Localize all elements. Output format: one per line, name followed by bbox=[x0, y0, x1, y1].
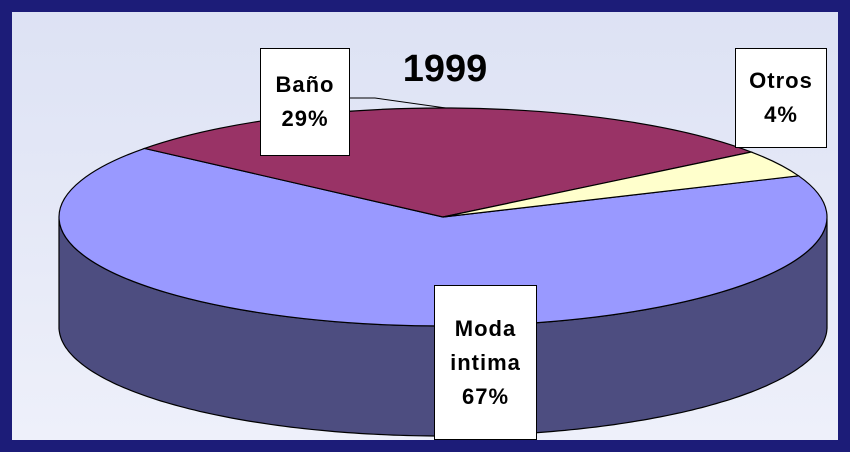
label-category: Moda intima bbox=[450, 315, 521, 375]
chart-title: 1999 bbox=[402, 48, 488, 90]
label-category: Baño bbox=[275, 72, 335, 97]
label-value: 4% bbox=[764, 102, 798, 127]
data-label: Otros 4% bbox=[735, 48, 827, 148]
label-value: 29% bbox=[281, 106, 329, 131]
pie-slice bbox=[442, 151, 801, 218]
label-category: Otros bbox=[749, 68, 813, 93]
label-value: 67% bbox=[461, 383, 510, 409]
pie-slice bbox=[58, 147, 828, 327]
leader-line bbox=[350, 97, 461, 111]
data-label: Baño 29% bbox=[260, 48, 350, 156]
data-label: Moda intima 67% bbox=[434, 285, 537, 440]
